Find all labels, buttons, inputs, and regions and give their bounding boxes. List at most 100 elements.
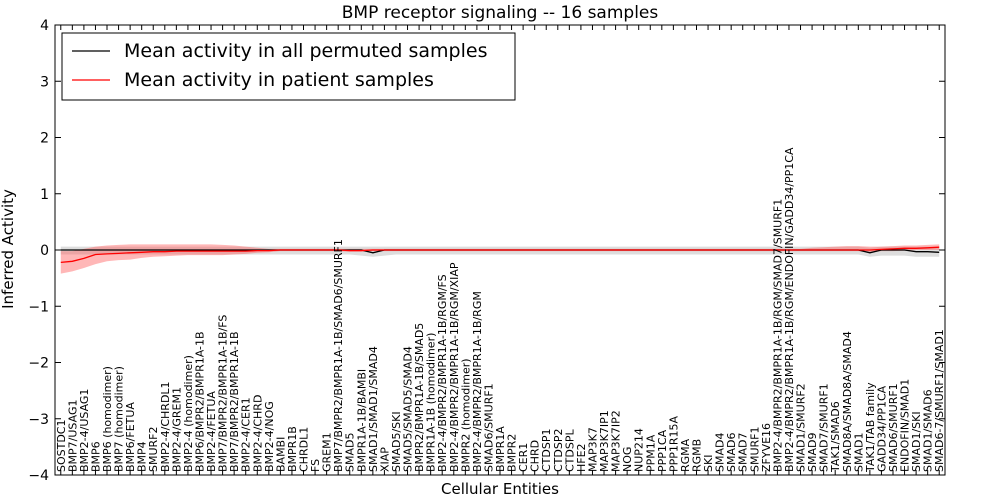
series-lines xyxy=(60,246,940,264)
x-tick-label: MAP3K7 xyxy=(587,427,600,472)
x-tick-label: SMAD8A/SMAD8A/SMAD4 xyxy=(841,331,854,472)
x-tick-label: BMP2-4/BMPR2/BMPR1A-1B/RGM/ENDOFIN/GADD3… xyxy=(783,147,796,472)
x-tick-label: RGMB xyxy=(691,439,704,472)
legend-label-1: Mean activity in all permuted samples xyxy=(124,40,487,62)
legend-box xyxy=(61,32,516,101)
y-axis: −4 −3 −2 −1 0 1 2 3 4 xyxy=(28,18,945,484)
y-tick-label: −3 xyxy=(28,412,49,428)
x-tick-label: SMAD6/SMURF1 xyxy=(482,383,495,472)
x-tick-label: BMP2-4/CHRD xyxy=(251,395,264,472)
x-tick-label: SMAD5/SKI xyxy=(390,411,403,472)
x-tick-label: SMAD6-7/SMURF1/SMAD1 xyxy=(933,329,946,472)
x-tick-label: NOG xyxy=(621,447,634,472)
x-axis-title: Cellular Entities xyxy=(441,480,559,498)
x-tick-label: TAK1/SMAD6 xyxy=(829,401,842,473)
x-tick-label: BMP2-4/GREM1 xyxy=(170,387,183,472)
plot-frame xyxy=(54,24,946,476)
x-tick-label: BMP2-4/NOG xyxy=(263,401,276,472)
x-tick-label: PPM1A xyxy=(644,434,657,472)
x-tick-label: CTDSPL xyxy=(563,429,576,472)
x-tick-label: HFE2 xyxy=(575,443,588,472)
x-tick-label: ENDOFIN/SMAD1 xyxy=(899,379,912,472)
line-series-2 xyxy=(60,246,940,264)
x-tick-label: MAP3K7IP1 xyxy=(598,410,611,472)
x-tick-label: SMAD4 xyxy=(714,433,727,472)
x-tick-label: BMP7/USAG1 xyxy=(66,400,79,472)
x-tick-label: SOSTDC1 xyxy=(55,420,68,473)
x-tick-label: BMPR2 xyxy=(506,434,519,472)
x-tick-label: NUP214 xyxy=(633,428,646,472)
x-tick-label: RGMA xyxy=(679,438,692,472)
x-tick-label: BMP2-4 (homodimer) xyxy=(182,355,195,472)
x-tick-label: SMAD6 xyxy=(725,433,738,472)
y-tick-label: −2 xyxy=(28,356,49,372)
x-tick-label: SMURF2 xyxy=(147,427,160,473)
x-tick-label: BMPR2 (homodimer) xyxy=(459,358,472,472)
chart-title: BMP receptor signaling -- 16 samples xyxy=(342,3,659,23)
x-tick-label: SMAD1/SMAD6 xyxy=(922,389,935,472)
x-tick-label: BMPR1A xyxy=(494,426,507,472)
x-tick-label: BMP7/BMPR2/BMPR1A-1B/FS xyxy=(217,315,230,472)
x-tick-label: GREM1 xyxy=(321,432,334,472)
x-tick-label: SMURF1 xyxy=(748,427,761,473)
y-tick-label: 2 xyxy=(40,131,49,147)
y-tick-label: 4 xyxy=(40,18,49,34)
x-tick-label: GADD34/PP1CA xyxy=(875,385,888,472)
x-tick-label: SMAD1/SKI xyxy=(910,411,923,472)
x-tick-label: CTDSP1 xyxy=(540,429,553,472)
y-tick-label: 0 xyxy=(40,243,49,259)
x-tick-label: SMAD6/SMURF1 xyxy=(887,383,900,472)
x-tick-label: PPP1CA xyxy=(656,429,669,472)
x-tick-label: XIAP xyxy=(378,447,391,472)
x-tick-label: BMP7/BMPR2/BMPR1A-1B/SMAD6/SMURF1 xyxy=(332,239,345,472)
x-tick-label: BMP2-4/BMPR2/BMPR1A-1B/RGM xyxy=(471,291,484,472)
x-tick-label: BMP2-4/FETUA xyxy=(205,391,218,472)
x-tick-label: BMPR2/BMPR1A-1B/SMAD5 xyxy=(413,323,426,472)
x-tick-label: BMPR1A-1B (homodimer) xyxy=(425,333,438,472)
x-tick-label: CHRD xyxy=(529,440,542,472)
confidence-bands xyxy=(60,244,940,274)
x-tick-label: BMPR1B xyxy=(286,426,299,472)
x-tick-label: SMAD1 xyxy=(852,433,865,472)
y-tick-label: −1 xyxy=(28,299,49,315)
x-tick-label: PPP1R15A xyxy=(667,415,680,472)
legend-label-2: Mean activity in patient samples xyxy=(124,69,434,91)
x-tick-label: SMAD5/SMAD5/SMAD4 xyxy=(402,346,415,472)
x-tick-label: ZFYVE16 xyxy=(760,423,773,472)
x-tick-label: BMP2-4/BMPR2/BMPR1A-1B/RGM/XIAP xyxy=(448,262,461,472)
x-tick-label: CHRDL1 xyxy=(298,427,311,472)
y-tick-label: −4 xyxy=(28,468,49,484)
x-tick-label: FS xyxy=(309,459,322,472)
x-tick-label: MAP3K7IP2 xyxy=(610,410,623,472)
x-tick-label: BMP4 xyxy=(136,441,149,472)
x-tick-label: SMAD7/SMURF1 xyxy=(818,383,831,472)
band-series-1 xyxy=(60,246,940,257)
y-tick-label: 3 xyxy=(40,74,49,90)
x-tick-label: SKI xyxy=(702,455,715,472)
x-tick-label: BMPR1A-1B/BAMBI xyxy=(355,369,368,472)
y-axis-title: Inferred Activity xyxy=(0,189,17,309)
x-tick-label: BMP7/BMPR2/BMPR1A-1B xyxy=(228,331,241,472)
x-tick-label: BMP6/FETUA xyxy=(124,402,137,472)
x-tick-label: BMP2-4/USAG1 xyxy=(78,389,91,472)
x-tick-label: BMP2-4/CER1 xyxy=(240,397,253,472)
y-tick-label: 1 xyxy=(40,187,49,203)
legend: Mean activity in all permuted samples Mea… xyxy=(61,32,516,101)
x-tick-label: SMAD1/SMAD1/SMAD4 xyxy=(367,346,380,472)
x-tick-label: BMP7 (homodimer) xyxy=(113,366,126,472)
x-tick-label: SMAD9 xyxy=(806,433,819,472)
x-tick-label: BMP2-4/BMPR2/BMPR1A-1B/RGM/SMAD7/SMURF1 xyxy=(771,199,784,472)
x-tick-label: BMP6/BMPR2/BMPR1A-1B xyxy=(194,331,207,472)
x-tick-label: TAK1/TAB family xyxy=(864,382,877,473)
x-tick-label: BMP6 xyxy=(90,441,103,472)
x-tick-label: CER1 xyxy=(517,443,530,472)
x-tick-label: SMAD1/SMURF2 xyxy=(795,383,808,472)
x-tick-label: BMP2-4/CHRDL1 xyxy=(159,381,172,472)
x-tick-label: BMP6 (homodimer) xyxy=(101,366,114,472)
x-tick-label: BMP2-4/BMPR2/BMPR1A-1B/RGM/FS xyxy=(436,274,449,472)
x-tick-label: SMAD5 xyxy=(344,433,357,472)
x-tick-label: CTDSP2 xyxy=(552,429,565,472)
x-tick-label: SMAD7 xyxy=(737,433,750,472)
